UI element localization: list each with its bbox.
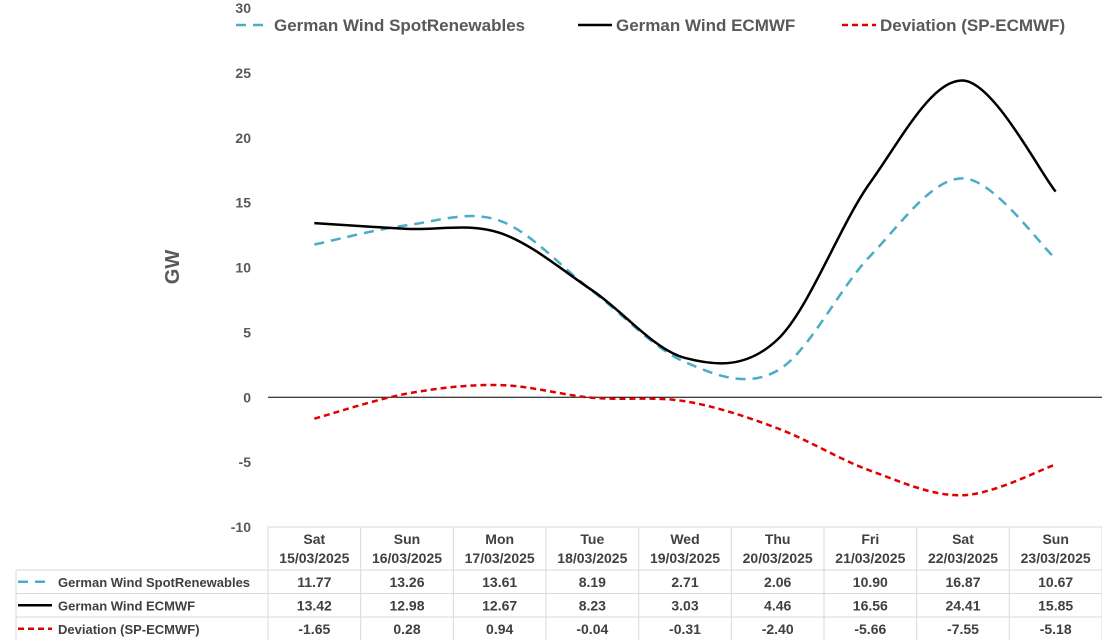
table-cell-value: 2.71 [671,574,698,590]
legend-entry: German Wind SpotRenewables [274,16,525,35]
table-cell-value: -7.55 [947,621,979,637]
table-cell-value: -0.04 [576,621,608,637]
table-cell-value: 13.61 [482,574,517,590]
table-cell-value: 4.46 [764,597,791,613]
y-tick-label: 15 [235,195,251,211]
table-cell-value: 3.03 [671,597,698,613]
data-point [683,360,687,364]
data-point [590,396,594,400]
table-cell-value: -5.18 [1040,621,1072,637]
data-point [312,243,316,247]
x-category-day: Sat [952,531,974,547]
data-point [405,227,409,231]
x-category-day: Wed [670,531,699,547]
table-grid [15,526,1102,640]
table-row-label: German Wind ECMWF [58,598,195,613]
data-point [405,223,409,227]
data-point [961,176,965,180]
y-axis-label: GW [162,250,184,285]
table-row-label: Deviation (SP-ECMWF) [58,622,200,637]
x-category-date: 18/03/2025 [557,550,627,566]
data-table: Sat 15/03/2025 Sun 16/03/2025 Mon 17/03/2025 T… [18,531,1091,637]
x-category-date: 20/03/2025 [743,550,813,566]
data-point [776,369,780,373]
table-cell-value: 12.98 [389,597,424,613]
data-point [868,180,872,184]
data-point [405,392,409,396]
table-cell-value: -5.66 [854,621,886,637]
table-cell-value: 13.26 [389,574,424,590]
x-category-date: 19/03/2025 [650,550,720,566]
table-cell-value: 0.28 [393,621,420,637]
y-axis: 30 25 20 15 10 5 0 -5 -10 GW [162,0,1102,535]
x-category-date: 16/03/2025 [372,550,442,566]
x-category-day: Fri [861,531,879,547]
table-cell-value: -1.65 [298,621,330,637]
table-cell-value: -0.31 [669,621,701,637]
x-category-day: Mon [485,531,514,547]
data-point [498,231,502,235]
plot-series [312,79,1058,497]
data-point [868,469,872,473]
y-tick-label: 0 [243,389,251,405]
data-point [498,219,502,223]
y-tick-label: -10 [231,519,251,535]
x-category-day: Thu [765,531,791,547]
x-category-date: 23/03/2025 [1021,550,1091,566]
data-point [312,417,316,421]
data-point [1054,190,1058,194]
y-tick-label: 30 [235,0,251,16]
x-category-date: 22/03/2025 [928,550,998,566]
series-line-1 [314,79,1057,365]
y-tick-label: 25 [235,65,251,81]
data-point [1054,257,1058,261]
legend-entry: Deviation (SP-ECMWF) [880,16,1065,35]
x-category-day: Sat [303,531,325,547]
data-point [1054,462,1058,466]
data-point [961,79,965,83]
data-point [683,356,687,360]
y-tick-label: 5 [243,324,251,340]
y-tick-label: 10 [235,260,251,276]
data-point [590,288,594,292]
table-cell-value: 13.42 [297,597,332,613]
table-cell-value: 16.56 [853,597,888,613]
legend: German Wind SpotRenewables German Wind EC… [236,16,1065,35]
data-point [776,426,780,430]
x-category-date: 21/03/2025 [835,550,905,566]
x-category-day: Sun [394,531,420,547]
table-row-label: German Wind SpotRenewables [58,575,250,590]
x-category-date: 15/03/2025 [279,550,349,566]
series-line-2 [314,383,1057,497]
table-cell-value: 24.41 [945,597,980,613]
data-point [961,493,965,497]
data-point [868,254,872,258]
legend-entry: German Wind ECMWF [616,16,795,35]
table-cell-value: 10.90 [853,574,888,590]
table-cell-value: 11.77 [297,574,331,590]
x-category-day: Sun [1042,531,1068,547]
data-point [683,399,687,403]
table-cell-value: 15.85 [1038,597,1073,613]
table-cell-value: 8.19 [579,574,606,590]
data-point [776,337,780,341]
table-cell-value: 10.67 [1038,574,1073,590]
series-line-0 [314,177,1057,381]
table-cell-value: 0.94 [486,621,513,637]
table-cell-value: 8.23 [579,597,606,613]
table-cell-value: 16.87 [945,574,980,590]
x-category-day: Tue [580,531,604,547]
y-tick-label: -5 [239,454,252,470]
x-category-date: 17/03/2025 [465,550,535,566]
table-cell-value: -2.40 [762,621,794,637]
table-cell-value: 12.67 [482,597,517,613]
table-cell-value: 2.06 [764,574,791,590]
data-point [312,221,316,225]
data-point [498,383,502,387]
y-tick-label: 20 [235,130,251,146]
